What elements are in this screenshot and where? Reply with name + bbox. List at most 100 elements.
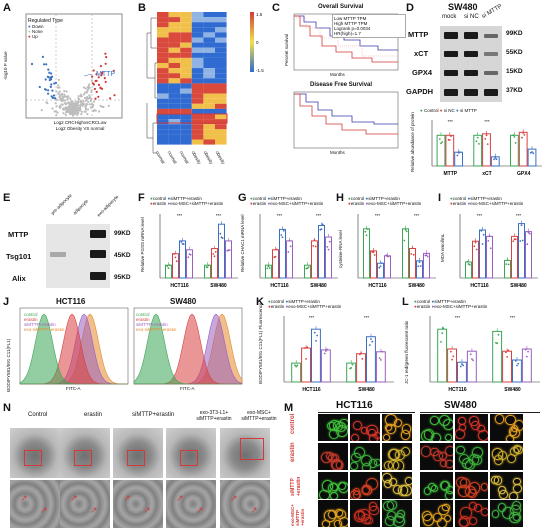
- volcano-point: [73, 111, 77, 114]
- data-point: [471, 358, 473, 360]
- volcano-point: [77, 100, 80, 103]
- data-point: [493, 158, 495, 161]
- data-point: [323, 352, 326, 355]
- bar: [527, 148, 537, 167]
- data-point: [359, 353, 361, 356]
- data-point: [189, 253, 192, 256]
- volcano-point: [47, 92, 50, 95]
- data-point: [267, 265, 270, 268]
- sig-mark: ***: [316, 213, 322, 218]
- heatmap-cell: [168, 83, 181, 89]
- heatmap-cell: [180, 27, 192, 33]
- heatmap-cell: [157, 88, 169, 94]
- heatmap-cell: [203, 83, 215, 89]
- panel-label-i: I: [438, 192, 442, 204]
- data-point: [452, 355, 455, 358]
- legend-entry: siMTTP+erastin: [270, 196, 302, 201]
- data-point: [282, 229, 285, 232]
- data-point: [526, 355, 528, 358]
- d-row-label: GPX4: [412, 68, 433, 77]
- volcano-point: [58, 90, 61, 93]
- tick-label: HCT116: [302, 387, 321, 393]
- sig-mark: ***: [516, 213, 522, 218]
- cell-blob: [480, 482, 488, 491]
- heatmap-cell: [203, 42, 215, 48]
- heatmap-cell: [191, 78, 204, 84]
- volcano-point: [66, 107, 69, 110]
- heatmap-cell: [180, 88, 192, 94]
- volcano-point: [61, 98, 64, 101]
- legend-entry: erastin: [452, 201, 467, 206]
- volcano-point: [77, 97, 80, 100]
- heatmap-cell: [168, 98, 181, 104]
- data-point: [373, 254, 376, 256]
- confocal-image: [350, 443, 380, 470]
- heatmap-cell: [168, 108, 181, 114]
- blot-band: [484, 71, 498, 75]
- data-point: [307, 266, 310, 268]
- heatmap-cell: [191, 119, 204, 125]
- heatmap-cell: [180, 103, 192, 109]
- volcano-point: [71, 100, 74, 103]
- data-point: [425, 254, 428, 257]
- volcano-point: [104, 62, 107, 65]
- heatmap-cell: [157, 114, 169, 120]
- zoom-box: [24, 450, 42, 466]
- data-point: [385, 254, 388, 257]
- volcano-point: [99, 65, 102, 68]
- f-ylabel: Relative PGSS mRNA level: [140, 217, 145, 272]
- cell-blob: [439, 451, 448, 461]
- cell-blob: [385, 414, 398, 427]
- panel-label-h: H: [336, 192, 344, 204]
- sig-mark: ***: [484, 119, 490, 124]
- data-point: [527, 231, 530, 234]
- legend-entry: exo-MSC+siMTTP+erastin: [288, 304, 342, 309]
- legend-entry: control: [24, 312, 38, 317]
- volcano-point: [91, 75, 94, 78]
- data-point: [173, 253, 176, 255]
- volcano-point: [62, 107, 65, 110]
- volcano-point: [54, 97, 57, 100]
- heatmap-cell: [203, 68, 215, 74]
- volcano-point: [40, 109, 43, 112]
- j-legend: control erastin siMTTP+erastin exo-siMTT…: [24, 312, 64, 332]
- volcano-point: [86, 86, 89, 89]
- bar: [211, 248, 218, 279]
- volcano-point: [55, 105, 58, 108]
- cell-blob: [476, 424, 485, 433]
- panel-label-m: M: [284, 402, 294, 414]
- heatmap-cell: [168, 93, 181, 99]
- heatmap-cell: [180, 98, 192, 104]
- panel-label-a: A: [3, 2, 11, 14]
- volcano-point: [45, 63, 48, 66]
- cell-blob: [405, 477, 412, 485]
- volcano-point: [70, 108, 73, 111]
- legend-entry: siMTTP+erastin: [170, 196, 202, 201]
- heatmap-cell: [203, 93, 215, 99]
- volcano-point: [103, 77, 106, 80]
- legend-entry: exo-MSC+siMTTP+erastin: [434, 304, 488, 309]
- col-label: obesity: [190, 150, 203, 165]
- volcano-point: [92, 109, 95, 113]
- tick-label: SW480: [408, 283, 425, 289]
- panel-label-g: G: [238, 192, 247, 204]
- cell-blob: [442, 503, 450, 512]
- confocal-image: [350, 472, 380, 499]
- volcano-point: [60, 93, 64, 96]
- heatmap-cell: [203, 27, 215, 33]
- heatmap-cell: [191, 52, 204, 58]
- tick-label: SW480: [510, 283, 527, 289]
- heatmap-cell: [168, 22, 181, 28]
- d-lane-labels: mock si NC si MTTP: [442, 4, 522, 26]
- confocal-image: [318, 414, 348, 441]
- confocal-image: [350, 414, 380, 441]
- confocal-image: [490, 414, 523, 441]
- data-point: [519, 240, 522, 242]
- e-blot: [46, 224, 110, 288]
- data-point: [327, 248, 330, 251]
- heatmap-cell: [168, 47, 181, 53]
- heatmap-cell: [215, 42, 227, 48]
- data-point: [315, 340, 317, 342]
- scale-tick: 0: [256, 40, 259, 45]
- heatmap-cell: [157, 119, 169, 125]
